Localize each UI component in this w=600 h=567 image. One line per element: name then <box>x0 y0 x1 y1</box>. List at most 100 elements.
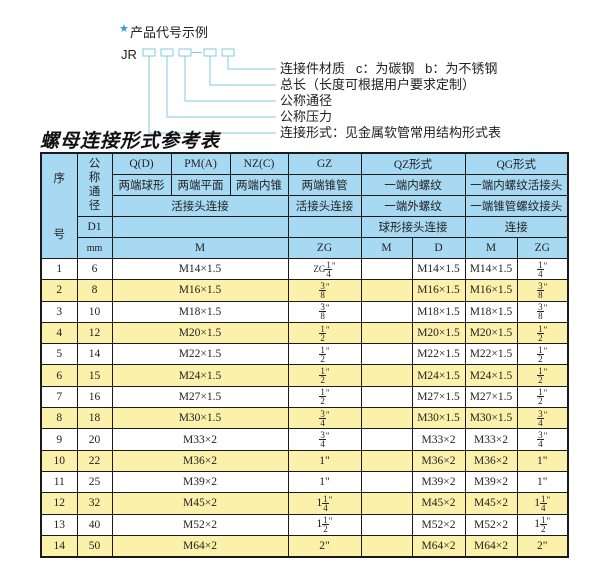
cell-qz-d: M36×2 <box>411 449 466 472</box>
table-row: 3 10 M18×1.5 3 8 " M18×1.5 M18×1.5 3 8 " <box>40 300 569 323</box>
cell-qz-d: M16×1.5 <box>411 279 466 302</box>
code-box <box>160 48 174 57</box>
cell-no: 1 <box>40 257 78 281</box>
cell-dn: 18 <box>76 407 113 430</box>
cell-m: M24×1.5 <box>111 364 289 387</box>
cell-qz-d: M14×1.5 <box>411 257 466 281</box>
cell-qg-zg: 3 4 " <box>516 428 569 451</box>
header-zg: ZG <box>287 237 362 259</box>
cell-qg-zg: 1 2 " <box>516 385 569 409</box>
cell-dn: 20 <box>76 428 113 451</box>
header-empty <box>111 216 289 238</box>
zg-num: 1 <box>537 323 544 334</box>
zg-num: 3 <box>319 430 326 441</box>
label-pressure: 公称压力 <box>280 109 333 124</box>
header-qg-desc3: 连接 <box>464 216 569 238</box>
cell-dn: 25 <box>76 470 113 494</box>
cell-qg-zg: 1" <box>516 449 569 472</box>
zg-den: 4 <box>538 439 543 450</box>
cell-dn: 22 <box>76 449 113 472</box>
cell-no: 4 <box>40 321 78 345</box>
cell-dn: 16 <box>76 385 113 409</box>
zg-inch-mark: " <box>325 281 330 292</box>
zg-num: 3 <box>319 408 326 419</box>
cell-qg-m: M16×1.5 <box>464 279 518 302</box>
zg-inch-mark: " <box>543 345 548 356</box>
cell-zg: 3 8 " <box>287 300 362 323</box>
header-qg-desc2: 一端锥管螺纹接头 <box>464 195 569 217</box>
header-qz-d: D <box>411 237 466 259</box>
cell-qg-m: M27×1.5 <box>464 385 518 409</box>
zg-den: 4 <box>538 268 543 279</box>
cell-no: 2 <box>40 279 78 302</box>
label-diameter: 公称通径 <box>280 93 333 108</box>
cell-m: M16×1.5 <box>111 279 289 302</box>
zg-den: 4 <box>320 417 325 428</box>
label-length: 总长（长度可根据用户要求定制） <box>280 77 476 92</box>
cell-dn: 50 <box>76 534 113 558</box>
cell-qg-m: M22×1.5 <box>464 343 518 366</box>
cell-zg: 2" <box>287 534 362 558</box>
zg-num: 1 <box>537 366 544 377</box>
zg-whole: 2" <box>537 540 548 552</box>
zg-num: 3 <box>537 430 544 441</box>
zg-den: 4 <box>320 439 325 450</box>
header-nzc: NZ(C) <box>229 152 289 175</box>
cell-m: M52×2 <box>111 513 289 536</box>
table-row: 6 15 M24×1.5 1 2 " M24×1.5 M24×1.5 1 2 " <box>40 364 569 387</box>
zg-den: 2 <box>538 353 543 364</box>
header-gz: GZ <box>287 152 362 175</box>
cell-qg-m: M33×2 <box>464 428 518 451</box>
header-qg-desc1: 一端内螺纹活接头 <box>464 174 569 196</box>
header-qd: Q(D) <box>111 152 172 175</box>
table-row: 8 18 M30×1.5 3 4 " M30×1.5 M30×1.5 3 4 " <box>40 407 569 430</box>
cell-qg-m: M36×2 <box>464 449 518 472</box>
zg-den: 8 <box>320 289 325 300</box>
zg-inch-mark: " <box>325 345 330 356</box>
zg-whole: 1" <box>537 454 548 467</box>
table-row: 9 20 M33×2 3 4 " M33×2 M33×2 3 4 " <box>40 428 569 451</box>
zg-num: 1 <box>319 366 326 377</box>
header-qz-desc1: 一端内螺纹 <box>360 174 466 196</box>
zg-whole: 2" <box>319 540 330 552</box>
cell-zg: 1 2 " <box>287 364 362 387</box>
cell-qz-m <box>360 492 413 515</box>
cell-qg-zg: 1 1 2 " <box>516 513 569 536</box>
zg-num: 3 <box>537 280 544 291</box>
code-prefix: JR <box>121 47 137 62</box>
cell-qg-zg: 1 2 " <box>516 343 569 366</box>
cell-qz-d: M30×1.5 <box>411 407 466 430</box>
zg-whole: 1 <box>316 497 323 510</box>
code-box <box>203 48 217 57</box>
header-conn: 活接头连接 <box>111 195 289 217</box>
zg-den: 4 <box>541 502 546 513</box>
cell-qz-d: M22×1.5 <box>411 343 466 366</box>
cell-m: M30×1.5 <box>111 407 289 430</box>
cell-qz-m <box>360 364 413 387</box>
cell-qz-m <box>360 428 413 451</box>
header-gz-conn: 活接头连接 <box>287 195 362 217</box>
cell-qz-m <box>360 279 413 302</box>
star-icon: ★ <box>119 23 129 35</box>
header-nzc-desc: 两端内锥 <box>229 174 289 196</box>
zg-num: 3 <box>537 302 544 313</box>
zg-den: 4 <box>326 268 331 279</box>
cell-no: 14 <box>40 534 78 558</box>
cell-qg-zg: 1" <box>516 470 569 494</box>
cell-dn: 12 <box>76 321 113 345</box>
table-row: 11 25 M39×2 1" M39×2 M39×2 1" <box>40 470 569 494</box>
cell-zg: 3 8 " <box>287 279 362 302</box>
cell-qg-m: M20×1.5 <box>464 321 518 345</box>
cell-zg: ZG 1 4 " <box>287 257 362 281</box>
cell-qz-d: M45×2 <box>411 492 466 515</box>
cell-dn: 40 <box>76 513 113 536</box>
